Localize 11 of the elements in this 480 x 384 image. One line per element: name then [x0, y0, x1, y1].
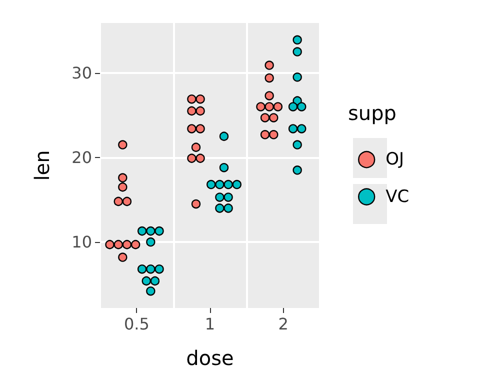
legend-title: supp: [348, 101, 396, 125]
y-axis-title: len: [30, 150, 54, 181]
legend-label: VC: [386, 186, 410, 207]
y-tick-label: 10: [72, 232, 92, 252]
x-axis-title: dose: [186, 346, 234, 370]
y-tick-label: 20: [72, 148, 92, 167]
x-tick-label: 0.5: [124, 314, 150, 334]
legend-label: OJ: [386, 150, 404, 170]
x-tick-label: 2: [278, 314, 288, 334]
x-tick-label: 1: [204, 314, 216, 334]
y-tick-label: 30: [72, 63, 92, 82]
